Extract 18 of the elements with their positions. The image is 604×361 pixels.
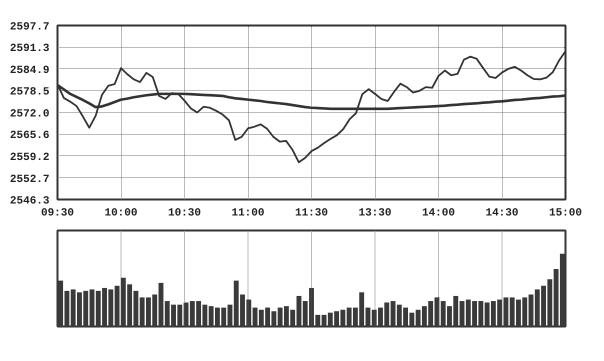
y-tick-label: 2559.2 — [10, 152, 50, 164]
y-tick-label: 2597.7 — [10, 22, 50, 34]
x-tick-label: 11:30 — [294, 208, 328, 220]
y-tick-label: 2565.6 — [10, 130, 50, 142]
y-tick-label: 2546.3 — [10, 196, 50, 208]
x-tick-label: 14:00 — [422, 208, 456, 220]
y-tick-label: 2578.5 — [10, 86, 50, 98]
x-tick-label: 13:30 — [358, 208, 392, 220]
x-tick-label: 14:30 — [485, 208, 519, 220]
y-tick-label: 2591.3 — [10, 43, 50, 56]
x-tick-label: 15:00 — [548, 208, 582, 220]
y-tick-label: 2584.9 — [10, 64, 50, 77]
x-tick-label: 10:00 — [104, 208, 138, 220]
x-tick-label: 10:30 — [168, 208, 202, 220]
y-tick-label: 2552.7 — [10, 174, 50, 186]
x-tick-label: 09:30 — [40, 208, 74, 220]
y-tick-label: 2572.0 — [10, 108, 50, 120]
x-tick-label: 11:00 — [231, 208, 265, 220]
